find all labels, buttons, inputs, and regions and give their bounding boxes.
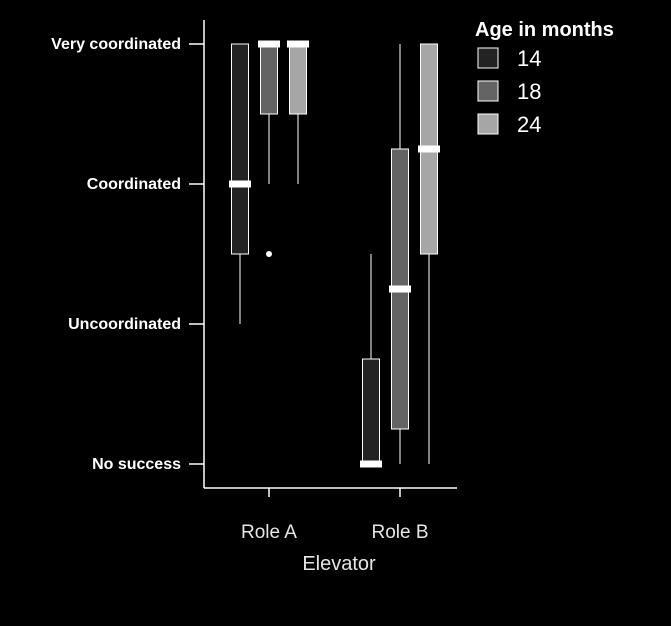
box-14-role-b <box>360 254 382 468</box>
box-24-role-b <box>418 43 440 464</box>
legend-swatch <box>477 80 499 102</box>
median-marker <box>287 40 309 48</box>
median-marker <box>229 180 251 188</box>
y-tick-label: Uncoordinated <box>68 316 181 333</box>
y-tick-label: Very coordinated <box>51 36 181 53</box>
box-24-role-a <box>287 40 309 184</box>
box-18-role-b <box>389 44 411 464</box>
x-tick-label: Role A <box>241 522 297 543</box>
y-tick-label: Coordinated <box>87 176 181 193</box>
box-rect <box>289 43 307 115</box>
median-marker <box>258 40 280 48</box>
legend-label: 14 <box>517 46 541 71</box>
box-rect <box>231 43 249 255</box>
outlier-point <box>266 251 272 257</box>
box-18-role-a <box>258 40 280 257</box>
box-rect <box>260 43 278 115</box>
legend-label: 18 <box>517 79 541 104</box>
legend-title: Age in months <box>475 19 614 41</box>
legend-label: 24 <box>517 112 541 137</box>
median-marker <box>360 460 382 468</box>
median-marker <box>389 285 411 293</box>
legend-swatch <box>477 113 499 135</box>
y-tick-label: No success <box>92 456 181 473</box>
box-rect <box>362 358 380 465</box>
box-14-role-a <box>229 43 251 324</box>
median-marker <box>418 145 440 153</box>
x-tick-label: Role B <box>371 522 428 543</box>
legend: Age in months 14 18 24 <box>475 19 614 137</box>
x-axis-label: Elevator <box>302 553 376 575</box>
plot-area: No success Uncoordinated Coordinated Very c… <box>51 20 457 543</box>
legend-swatch <box>477 47 499 69</box>
